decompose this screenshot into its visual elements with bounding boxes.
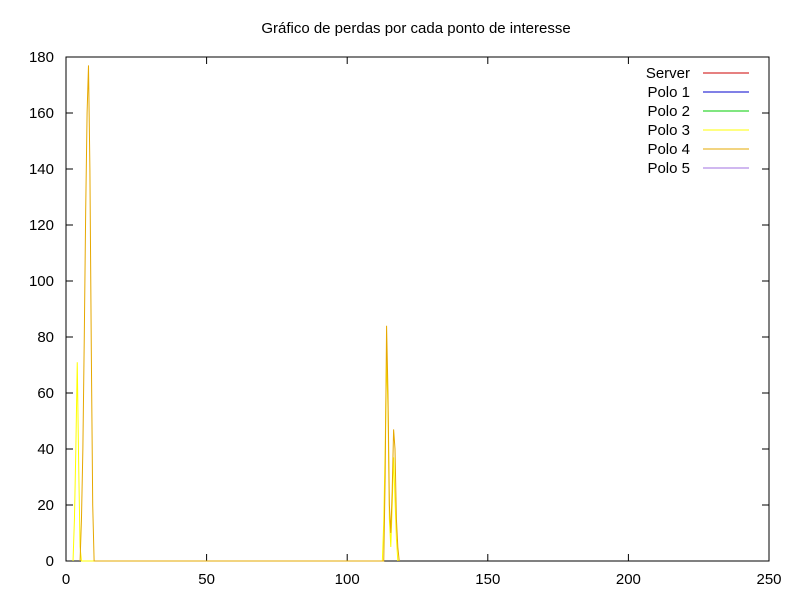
series-line-polo-4 — [79, 65, 400, 562]
x-tick-label: 250 — [756, 571, 781, 588]
x-tick-label: 150 — [475, 571, 500, 588]
plot-frame — [65, 56, 770, 562]
y-tick-label: 20 — [37, 497, 54, 514]
y-tick-label: 160 — [29, 105, 54, 122]
legend-label-server: Server — [646, 65, 690, 82]
y-tick-label: 40 — [37, 441, 54, 458]
x-tick-label: 50 — [198, 571, 215, 588]
legend-label-polo-4: Polo 4 — [647, 141, 690, 158]
series-lines — [72, 65, 400, 562]
y-tick-label: 0 — [46, 553, 54, 570]
legend-label-polo-2: Polo 2 — [647, 103, 690, 120]
legend-label-polo-1: Polo 1 — [647, 84, 690, 101]
y-tick-label: 60 — [37, 385, 54, 402]
x-tick-label: 200 — [616, 571, 641, 588]
y-tick-label: 140 — [29, 161, 54, 178]
x-tick-label: 100 — [335, 571, 360, 588]
x-tick-label: 0 — [62, 571, 70, 588]
y-tick-label: 120 — [29, 217, 54, 234]
y-tick-label: 80 — [37, 329, 54, 346]
series-line-polo-3 — [72, 359, 399, 562]
y-tick-label: 100 — [29, 273, 54, 290]
legend-label-polo-5: Polo 5 — [647, 160, 690, 177]
chart-title: Gráfico de perdas por cada ponto de inte… — [261, 20, 570, 37]
legend-label-polo-3: Polo 3 — [647, 122, 690, 139]
axes: 0 20 40 60 80 100 120 140 160 180 0 50 100 150 200 250 — [29, 49, 782, 588]
y-tick-label: 180 — [29, 49, 54, 66]
legend: Server Polo 1 Polo 2 Polo 3 Polo 4 Polo 5 — [646, 65, 749, 177]
